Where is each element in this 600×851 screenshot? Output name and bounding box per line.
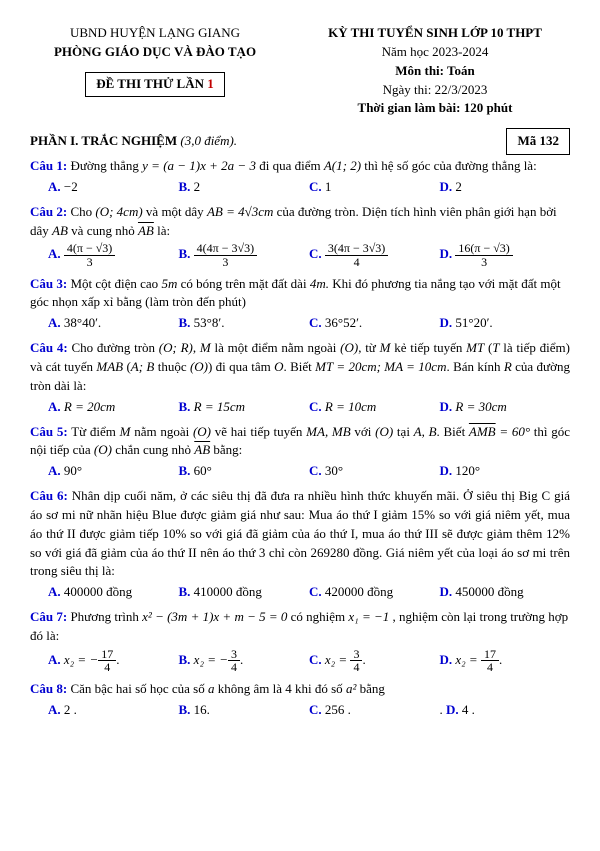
ngay-line: Ngày thi: 22/3/2023 bbox=[300, 81, 570, 100]
phan1-title: PHẦN I. TRẮC NGHIỆM bbox=[30, 133, 180, 148]
q7-b: B. x₂ = −34. bbox=[179, 648, 310, 674]
question-7: Câu 7: Phương trình x² − (3m + 1)x + m −… bbox=[30, 608, 570, 674]
q3-d: D. 51°20′. bbox=[440, 314, 571, 333]
q2-d: D. 16(π − √3)3 bbox=[440, 242, 571, 268]
q1-c: C. 1 bbox=[309, 178, 440, 197]
kythi-line: KỲ THI TUYỂN SINH LỚP 10 THPT bbox=[300, 24, 570, 43]
mon-line: Môn thi: Toán bbox=[300, 62, 570, 81]
q8-d: . D. 4 . bbox=[440, 701, 571, 720]
q3-a: A. 38°40′. bbox=[48, 314, 179, 333]
phong-line: PHÒNG GIÁO DỤC VÀ ĐÀO TẠO bbox=[30, 43, 280, 62]
q5-opts: A. 90° B. 60° C. 30° D. 120° bbox=[48, 462, 570, 481]
header-right: KỲ THI TUYỂN SINH LỚP 10 THPT Năm học 20… bbox=[300, 24, 570, 118]
dethi-pre: ĐỀ THI THỬ LẦN bbox=[96, 76, 207, 91]
q6-opts: A. 400000 đồng B. 410000 đồng C. 420000 … bbox=[48, 583, 570, 602]
q6-d: D. 450000 đồng bbox=[440, 583, 571, 602]
q5-c: C. 30° bbox=[309, 462, 440, 481]
q6-c: C. 420000 đồng bbox=[309, 583, 440, 602]
thoigian-line: Thời gian làm bài: 120 phút bbox=[300, 99, 570, 118]
phan1-sub: (3,0 điểm). bbox=[180, 133, 237, 148]
q2-opts: A. 4(π − √3)3 B. 4(4π − 3√3)3 C. 3(4π − … bbox=[48, 242, 570, 268]
q1-eq: y = (a − 1)x + 2a − 3 bbox=[142, 158, 256, 173]
q4-a: A. R = 20cm bbox=[48, 398, 179, 417]
q1-label: Câu 1: bbox=[30, 158, 67, 173]
ubnd-line: UBND HUYỆN LẠNG GIANG bbox=[30, 24, 280, 43]
q2-b: B. 4(4π − 3√3)3 bbox=[179, 242, 310, 268]
q1-d: D. 2 bbox=[440, 178, 571, 197]
q3-opts: A. 38°40′. B. 53°8′. C. 36°52′. D. 51°20… bbox=[48, 314, 570, 333]
q2-a: A. 4(π − √3)3 bbox=[48, 242, 179, 268]
q6-a: A. 400000 đồng bbox=[48, 583, 179, 602]
q1-pt: A(1; 2) bbox=[324, 158, 361, 173]
q8-b: B. 16. bbox=[179, 701, 310, 720]
question-6: Câu 6: Nhân dịp cuối năm, ở các siêu thị… bbox=[30, 487, 570, 602]
q4-c: C. R = 10cm bbox=[309, 398, 440, 417]
section-1: Mã 132 PHẦN I. TRẮC NGHIỆM (3,0 điểm). bbox=[30, 132, 570, 151]
q1-a: A. −2 bbox=[48, 178, 179, 197]
q7-c: C. x₂ = 34. bbox=[309, 648, 440, 674]
question-1: Câu 1: Đường thẳng y = (a − 1)x + 2a − 3… bbox=[30, 157, 570, 197]
q4-b: B. R = 15cm bbox=[179, 398, 310, 417]
q1-b: B. 2 bbox=[179, 178, 310, 197]
dethi-num: 1 bbox=[207, 76, 214, 91]
q8-a: A. 2 . bbox=[48, 701, 179, 720]
q1-tc: thì hệ số góc của đường thẳng là: bbox=[364, 158, 536, 173]
question-4: Câu 4: Cho đường tròn (O; R), M là một đ… bbox=[30, 339, 570, 416]
q2-label: Câu 2: bbox=[30, 204, 67, 219]
exam-code-box: Mã 132 bbox=[506, 128, 570, 155]
question-3: Câu 3: Một cột điện cao 5m có bóng trên … bbox=[30, 275, 570, 334]
header: UBND HUYỆN LẠNG GIANG PHÒNG GIÁO DỤC VÀ … bbox=[30, 24, 570, 118]
q8-opts: A. 2 . B. 16. C. 256 . . D. 4 . bbox=[48, 701, 570, 720]
question-5: Câu 5: Từ điểm M nằm ngoài (O) vẽ hai ti… bbox=[30, 423, 570, 482]
q1-tb: đi qua điểm bbox=[259, 158, 324, 173]
q7-opts: A. x₂ = −174. B. x₂ = −34. C. x₂ = 34. D… bbox=[48, 648, 570, 674]
q4-d: D. R = 30cm bbox=[440, 398, 571, 417]
q3-c: C. 36°52′. bbox=[309, 314, 440, 333]
q8-c: C. 256 . bbox=[309, 701, 440, 720]
q7-a: A. x₂ = −174. bbox=[48, 648, 179, 674]
question-2: Câu 2: Cho (O; 4cm) và một dây AB = 4√3c… bbox=[30, 203, 570, 269]
namhoc-line: Năm học 2023-2024 bbox=[300, 43, 570, 62]
q2-c: C. 3(4π − 3√3)4 bbox=[309, 242, 440, 268]
dethi-box-wrap: ĐỀ THI THỬ LẦN 1 bbox=[30, 68, 280, 97]
q5-a: A. 90° bbox=[48, 462, 179, 481]
q5-d: D. 120° bbox=[440, 462, 571, 481]
q1-opts: A. −2 B. 2 C. 1 D. 2 bbox=[48, 178, 570, 197]
q5-b: B. 60° bbox=[179, 462, 310, 481]
q6-b: B. 410000 đồng bbox=[179, 583, 310, 602]
question-8: Câu 8: Căn bậc hai số học của số a không… bbox=[30, 680, 570, 720]
q7-d: D. x₂ = 174. bbox=[440, 648, 571, 674]
header-left: UBND HUYỆN LẠNG GIANG PHÒNG GIÁO DỤC VÀ … bbox=[30, 24, 280, 97]
q3-b: B. 53°8′. bbox=[179, 314, 310, 333]
q1-ta: Đường thẳng bbox=[70, 158, 142, 173]
dethi-box: ĐỀ THI THỬ LẦN 1 bbox=[85, 72, 225, 97]
q4-opts: A. R = 20cm B. R = 15cm C. R = 10cm D. R… bbox=[48, 398, 570, 417]
